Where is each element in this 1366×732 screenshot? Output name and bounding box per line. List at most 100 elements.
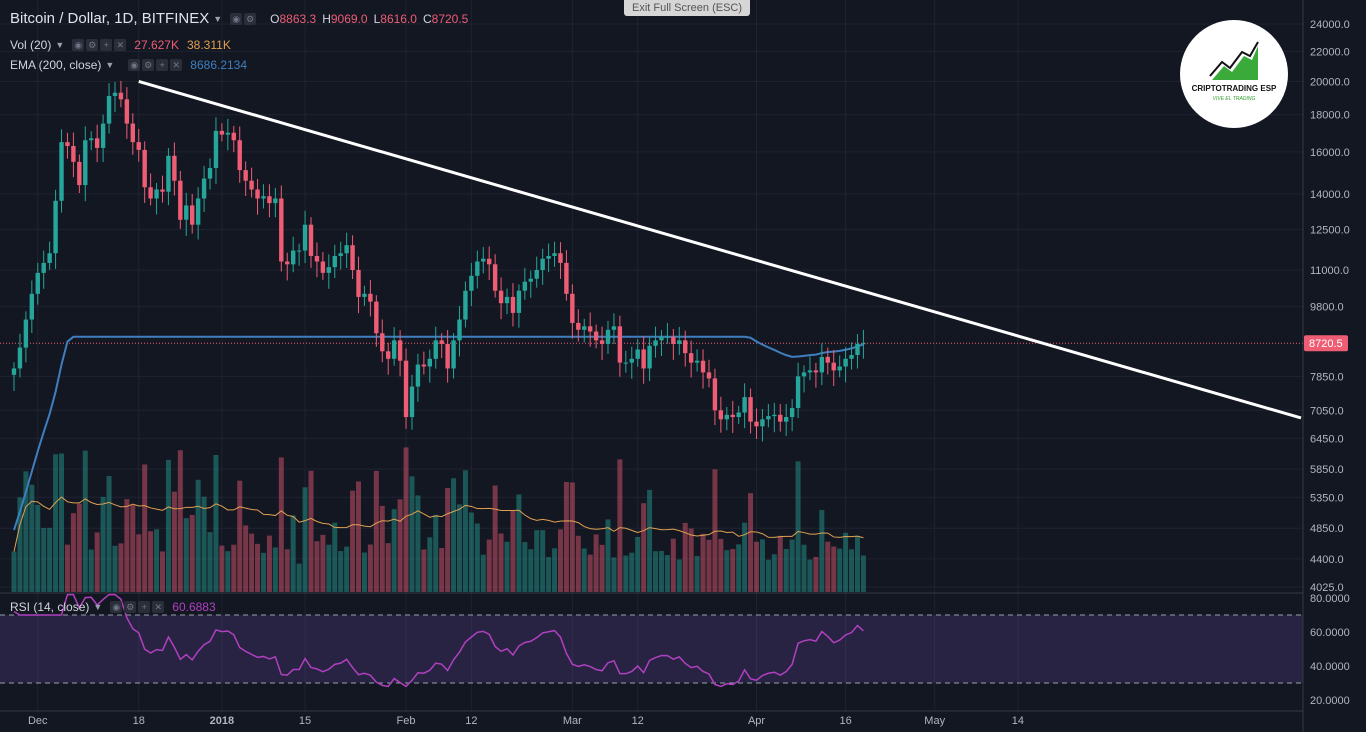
volume-bar (593, 534, 599, 592)
rsi-indicator-label[interactable]: RSI (14, close) (10, 600, 90, 614)
settings-icon[interactable]: ⚙ (142, 59, 155, 71)
chevron-down-icon[interactable]: ▼ (93, 602, 103, 612)
candle-body (694, 360, 700, 363)
settings-icon[interactable]: ⚙ (86, 39, 99, 51)
volume-bar (462, 470, 468, 592)
volume-bar (130, 505, 136, 592)
volume-bar (765, 559, 771, 592)
volume-bar (682, 522, 688, 592)
candle-body (255, 189, 260, 199)
volume-bar (379, 505, 385, 592)
candle-body (130, 123, 135, 143)
candle-body (492, 264, 498, 291)
volume-bar (807, 559, 813, 592)
volume-bar (278, 457, 284, 592)
volume-bar (700, 533, 706, 592)
price-tick-label: 20000.0 (1310, 76, 1350, 88)
volume-bar (421, 549, 427, 592)
candle-body (190, 205, 195, 225)
candle-body (118, 92, 124, 100)
volume-bar (409, 476, 415, 592)
candle-body (599, 340, 605, 344)
price-tick-label: 22000.0 (1310, 46, 1350, 58)
volume-bar (385, 543, 391, 592)
candle-body (17, 347, 23, 369)
time-axis[interactable]: Dec 18 2018 15 Feb 12 Mar 12 Apr 16 May 14 (28, 715, 1024, 727)
candle-body (302, 224, 308, 251)
eye-icon[interactable]: ◉ (72, 39, 85, 51)
candle-body (285, 261, 290, 265)
volume-bar (688, 528, 694, 592)
price-tick-label: 14000.0 (1310, 189, 1350, 201)
volume-bar (718, 538, 724, 592)
close-icon[interactable]: ✕ (114, 39, 127, 51)
chevron-down-icon[interactable]: ▼ (213, 13, 223, 24)
candle-body (647, 345, 652, 369)
settings-icon[interactable]: ⚙ (124, 601, 137, 613)
volume-bar (427, 537, 433, 592)
volume-bar (350, 490, 356, 592)
candle-body (855, 343, 860, 356)
candle-body (433, 340, 438, 359)
close-icon[interactable]: ✕ (152, 601, 165, 613)
price-tick-label: 7050.0 (1310, 405, 1344, 417)
volume-bar (373, 470, 379, 592)
volume-bar (664, 555, 670, 592)
candle-body (795, 376, 801, 409)
ema-indicator-label[interactable]: EMA (200, close) (10, 58, 102, 72)
symbol-title[interactable]: Bitcoin / Dollar, 1D, BITFINEX (10, 10, 210, 27)
eye-icon[interactable]: ◉ (110, 601, 123, 613)
candle-body (338, 253, 343, 256)
volume-bar (439, 547, 445, 592)
candle-body (778, 414, 783, 422)
rsi-axis[interactable]: 80.0000 60.0000 40.0000 20.0000 (1310, 593, 1350, 707)
volume-bar (480, 554, 486, 592)
volume-bar (658, 550, 664, 592)
volume-bar (284, 549, 290, 592)
candle-body (403, 360, 409, 418)
volume-bars (11, 447, 866, 592)
candle-body (754, 421, 759, 427)
candle-body (100, 123, 106, 148)
candle-body (587, 326, 593, 332)
price-tick-label: 9800.0 (1310, 301, 1344, 313)
plus-icon[interactable]: + (138, 601, 151, 613)
volume-bar (213, 455, 219, 592)
volume-bar (528, 549, 534, 592)
volume-bar (94, 532, 100, 592)
volume-bar (415, 495, 421, 592)
candle-body (89, 138, 94, 141)
candle-body (136, 142, 141, 150)
exit-fullscreen-button[interactable]: Exit Full Screen (ESC) (624, 0, 750, 16)
candle-body (23, 319, 29, 348)
price-tick-label: 16000.0 (1310, 147, 1350, 159)
volume-indicator-label[interactable]: Vol (20) (10, 38, 52, 52)
chevron-down-icon[interactable]: ▼ (55, 40, 65, 50)
eye-icon[interactable]: ◉ (128, 59, 141, 71)
chevron-down-icon[interactable]: ▼ (105, 60, 115, 70)
candle-body (439, 340, 444, 344)
price-axis[interactable]: 24000.0 22000.0 20000.0 18000.0 16000.0 14000… (1310, 19, 1350, 594)
candle-body (481, 258, 486, 262)
volume-bar (243, 525, 249, 592)
time-tick-label: Feb (397, 715, 416, 727)
volume-bar (296, 563, 302, 592)
time-tick-label: Dec (28, 715, 48, 727)
candle-body (65, 142, 70, 146)
close-icon[interactable]: ✕ (170, 59, 183, 71)
candle-body (195, 198, 201, 225)
volume-bar (41, 527, 47, 592)
candle-body (593, 331, 599, 341)
plus-icon[interactable]: + (100, 39, 113, 51)
last-price-tag: 8720.5 (1304, 335, 1348, 352)
volume-bar (771, 554, 777, 592)
plus-icon[interactable]: + (156, 59, 169, 71)
settings-icon[interactable]: ⚙ (244, 12, 257, 25)
volume-ma-line (13, 496, 864, 552)
eye-icon[interactable]: ◉ (230, 12, 243, 25)
candle-body (558, 253, 563, 263)
candle-body (362, 293, 367, 297)
volume-bar (106, 475, 112, 592)
trendline[interactable] (138, 80, 1302, 420)
